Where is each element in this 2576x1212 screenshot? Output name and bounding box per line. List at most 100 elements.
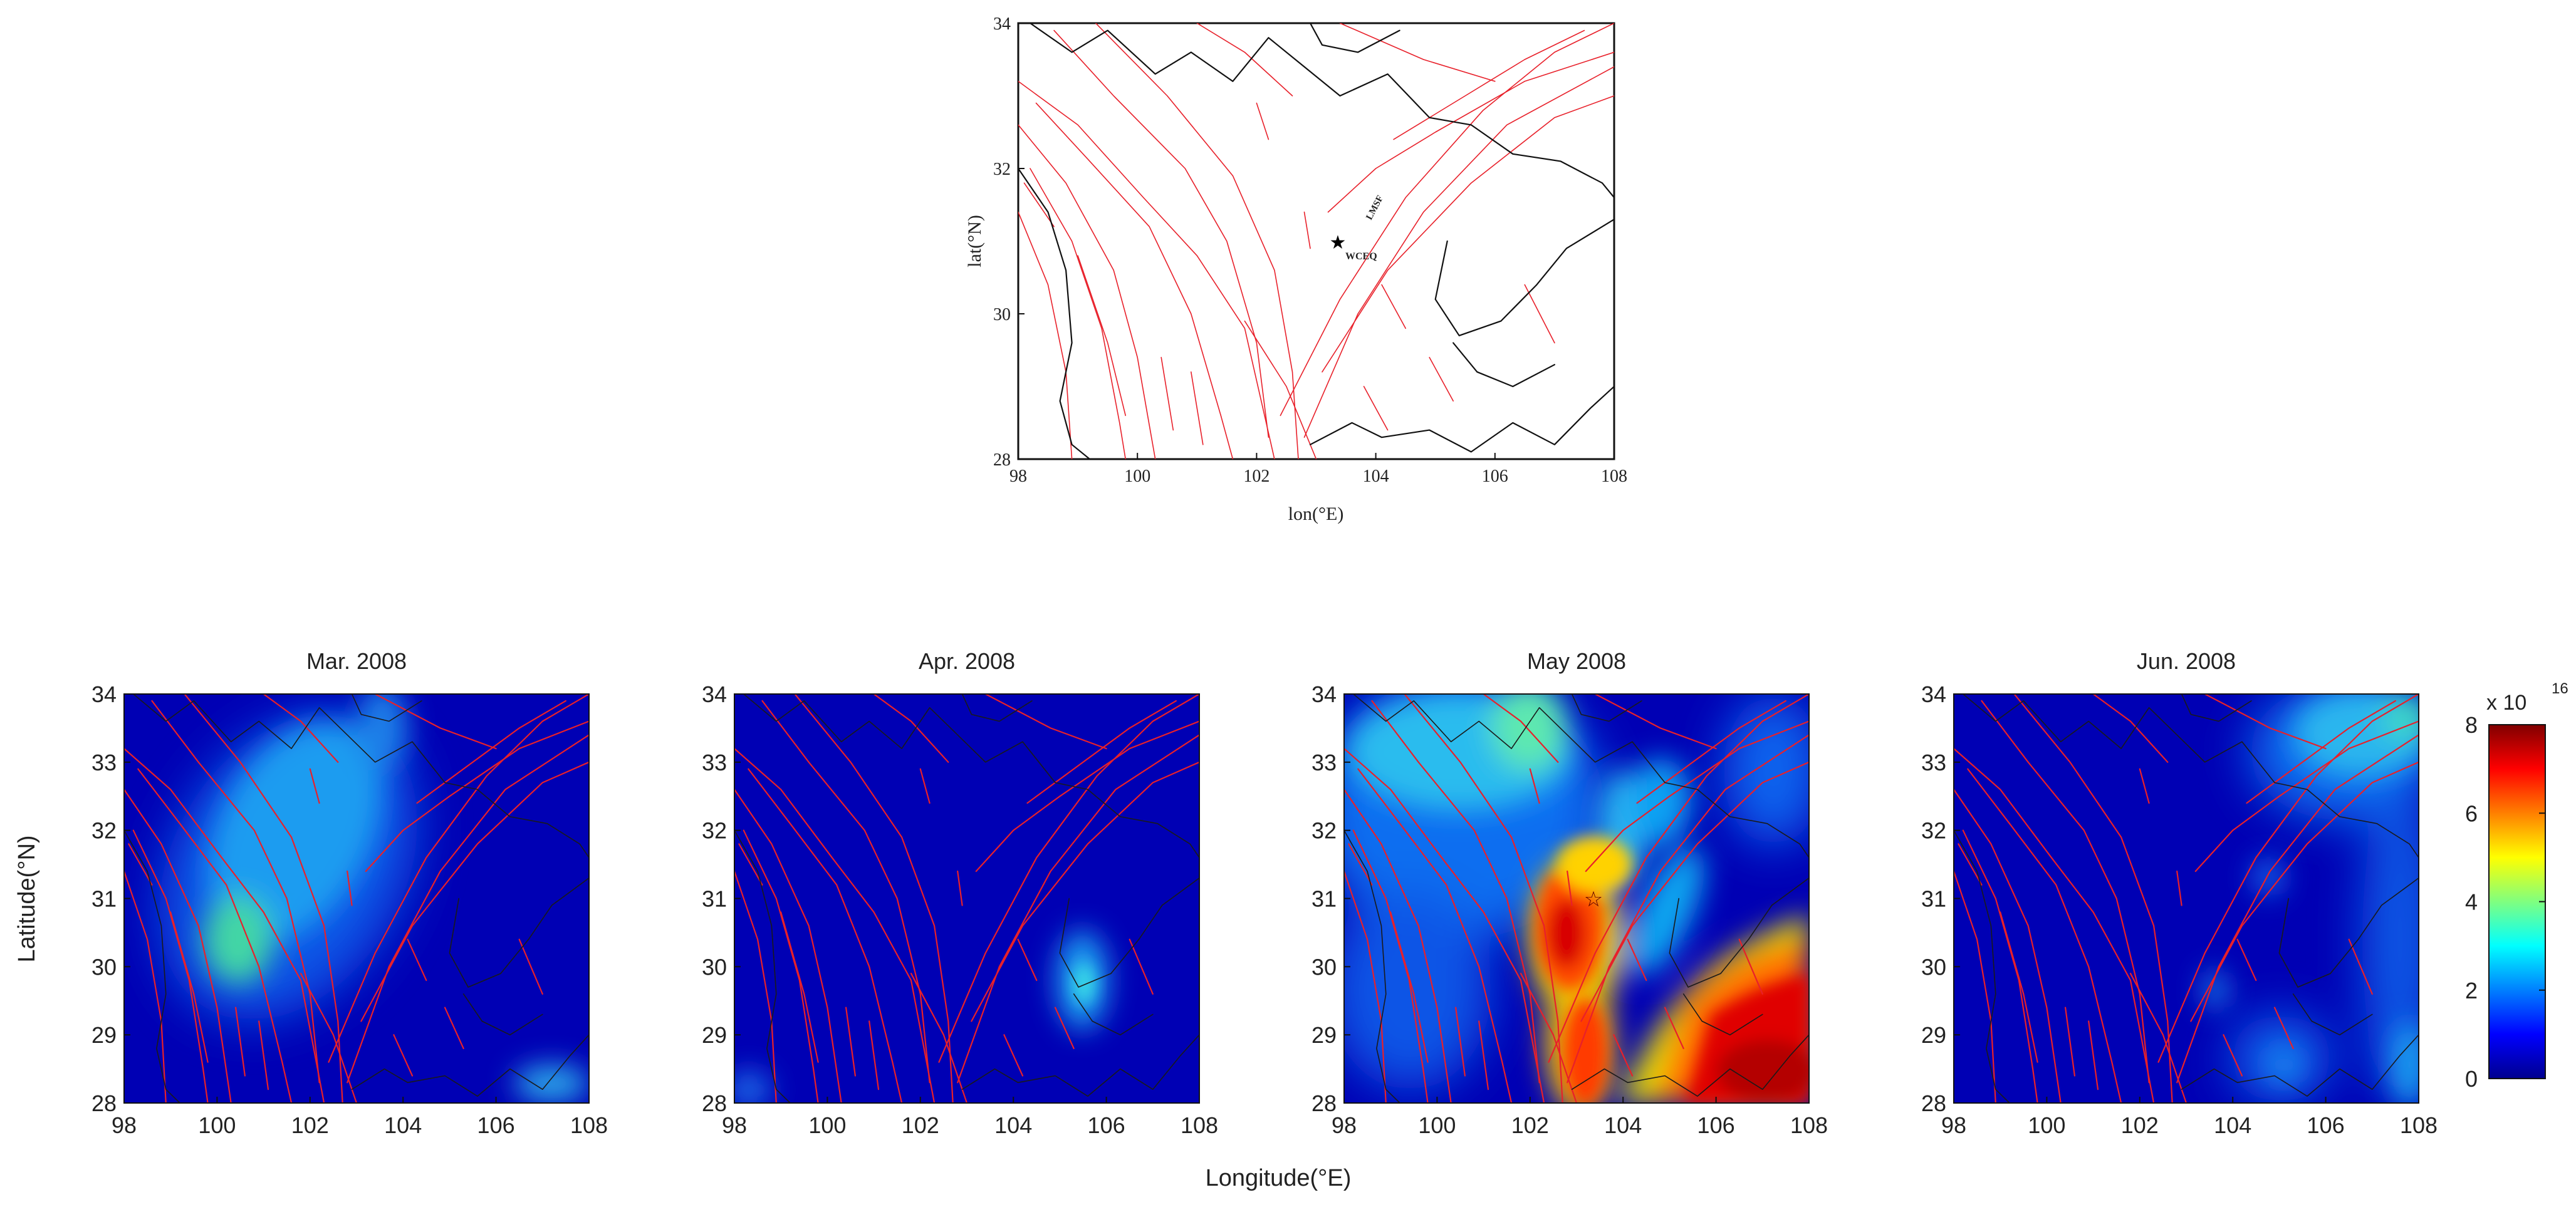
x-tick-label: 108	[1181, 1112, 1218, 1138]
fault-trace-11	[2190, 761, 2419, 1022]
x-tick-label: 106	[1482, 467, 1508, 486]
fault-trace-5	[151, 700, 320, 1084]
y-tick-label: 28	[993, 450, 1011, 470]
fault-trace-10	[1567, 734, 1809, 1084]
fault-trace-1	[1967, 768, 2122, 1103]
fault-trace-10	[347, 734, 589, 1084]
fault-trace-4	[1018, 211, 1073, 459]
fault-trace-12	[975, 720, 1199, 873]
fault-trace-17	[957, 870, 963, 906]
y-tick-label: 34	[993, 14, 1011, 34]
y-ticks: 28 29 30 31 32 33 34	[1311, 681, 1350, 1116]
fault-trace-0	[1344, 748, 1545, 1103]
fault-trace-6	[1404, 694, 1563, 1103]
border-trace-0	[1353, 694, 1809, 858]
fault-trace-21	[2223, 1034, 2243, 1077]
fault-trace-12	[1327, 51, 1614, 213]
border-trace-3	[2181, 1034, 2419, 1097]
fault-trace-1	[137, 768, 293, 1103]
y-tick-label: 29	[702, 1022, 727, 1048]
border-trace-0	[133, 694, 589, 858]
x-tick-label: 102	[291, 1112, 329, 1138]
fault-trace-2	[1954, 789, 2062, 1103]
fault-trace-19	[2273, 1007, 2294, 1049]
fault-trace-22	[1958, 843, 1983, 886]
border-trace-3	[961, 1034, 1199, 1097]
x-tick-label: 100	[2028, 1112, 2065, 1138]
fault-trace-14	[2092, 694, 2169, 763]
fault-trace-22	[1348, 843, 1373, 886]
panel-title: Jun. 2008	[2137, 648, 2236, 674]
border-trace-1	[961, 694, 1033, 722]
y-ticks: 28 29 30 31 32 33 34	[1921, 681, 1960, 1116]
fault-trace-18	[407, 938, 427, 982]
x-tick-label: 108	[2400, 1112, 2438, 1138]
border-trace-2	[1018, 167, 1091, 459]
fault-trace-22	[1023, 182, 1055, 227]
border-trace-1	[2181, 694, 2252, 722]
y-tick-label: 29	[91, 1022, 117, 1048]
fault-trace-5	[1053, 29, 1270, 438]
x-ticks: 98 100 102 104 106 108	[1332, 1097, 1828, 1138]
y-ticks: 28 29 30 31 32 33 34	[91, 681, 130, 1116]
fault-trace-0	[1954, 748, 2155, 1103]
fault-trace-7	[780, 911, 819, 1063]
fault-trace-9	[938, 694, 1199, 1063]
y-tick-label: 33	[91, 750, 117, 775]
x-ticks: 98 100 102 104 106 108	[1941, 1097, 2438, 1138]
y-axis-label: Latitude(°N)	[14, 835, 40, 962]
province-borders	[124, 694, 589, 1103]
fault-trace-20	[1524, 284, 1555, 344]
fault-trace-0	[124, 748, 325, 1103]
x-tick-label: 100	[808, 1112, 846, 1138]
fault-trace-17	[1567, 870, 1573, 906]
colorbar-tick-label: 8	[2465, 712, 2478, 738]
y-tick-label: 30	[1311, 954, 1337, 980]
x-tick-label: 106	[2307, 1112, 2345, 1138]
fault-trace-4	[1344, 870, 1387, 1103]
x-ticks: 98 100 102 104 106 108	[722, 1097, 1218, 1138]
fault-trace-1	[748, 768, 903, 1103]
fault-trace-6	[2013, 694, 2173, 1103]
overview-province-borders	[1018, 23, 1614, 459]
fault-trace-24	[258, 1020, 269, 1090]
fault-trace-7	[1077, 255, 1126, 417]
fault-trace-6	[794, 694, 954, 1103]
overview-y-ticks: 28 30 32 34	[993, 14, 1025, 470]
fault-trace-17	[2176, 870, 2182, 906]
border-trace-2	[734, 829, 791, 1103]
panel-apr-2008: Apr. 2008 98 100 102 104 106 108 28 29 30 31 32 33…	[702, 648, 1218, 1138]
border-trace-3	[351, 1034, 589, 1097]
fault-trace-16	[2139, 768, 2150, 804]
fault-trace-16	[919, 768, 931, 804]
x-tick-label: 106	[477, 1112, 515, 1138]
colorbar-tick-label: 2	[2465, 978, 2478, 1003]
fault-trace-11	[1322, 95, 1614, 373]
fault-trace-16	[1529, 768, 1540, 804]
province-borders	[734, 694, 1199, 1103]
fault-trace-23	[845, 1007, 856, 1077]
fault-trace-20	[518, 938, 543, 995]
fault-lines	[124, 694, 589, 1103]
overview-y-axis-label: lat(°N)	[964, 215, 985, 267]
colorbar-tick-label: 4	[2465, 889, 2478, 915]
fault-trace-16	[309, 768, 320, 804]
border-trace-0	[743, 694, 1199, 858]
border-trace-2	[124, 829, 180, 1103]
x-tick-label: 104	[1363, 467, 1389, 486]
panel-title: May 2008	[1527, 648, 1626, 674]
y-tick-label: 34	[1311, 681, 1337, 707]
fault-trace-23	[235, 1007, 246, 1077]
fault-trace-7	[1390, 911, 1429, 1063]
fault-trace-19	[1429, 356, 1454, 401]
fault-trace-9	[2157, 694, 2419, 1063]
y-tick-label: 33	[1311, 750, 1337, 775]
border-trace-5	[462, 993, 543, 1035]
colorbar-tick-label: 0	[2465, 1066, 2478, 1092]
x-tick-label: 104	[994, 1112, 1032, 1138]
fault-trace-21	[1613, 1034, 1634, 1077]
y-tick-label: 28	[1311, 1090, 1337, 1116]
y-tick-label: 31	[1311, 886, 1337, 912]
fault-trace-1	[1035, 102, 1234, 459]
